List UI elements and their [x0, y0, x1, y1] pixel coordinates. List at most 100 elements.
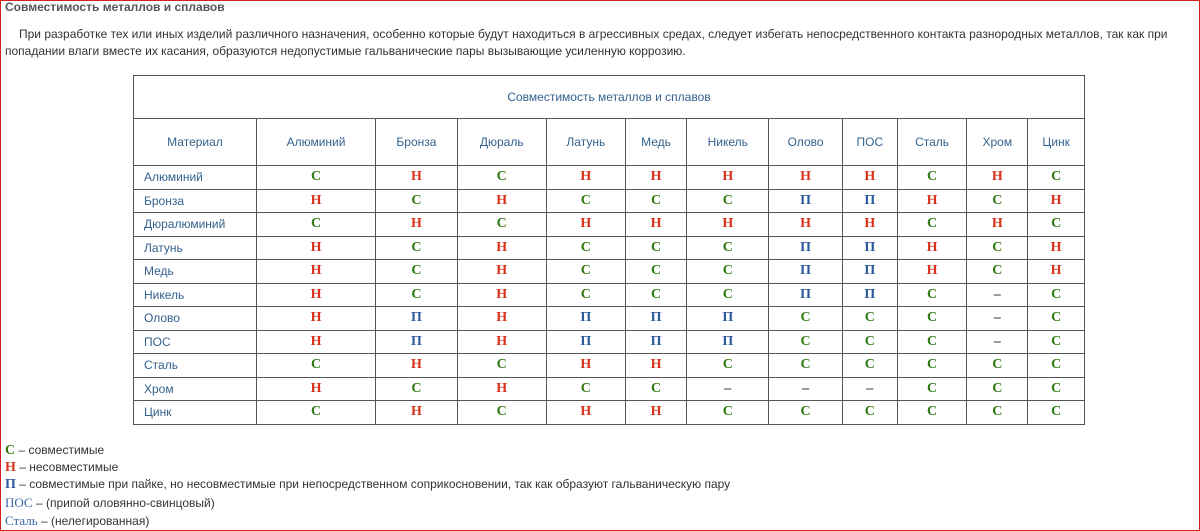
- cell: Н: [375, 212, 458, 237]
- column-header: ПОС: [841, 118, 898, 166]
- cell: Н: [255, 329, 377, 354]
- column-header: Никель: [686, 118, 770, 166]
- cell: С: [896, 165, 968, 190]
- legend: С – совместимые Н – несовместимые П – совм…: [5, 442, 730, 530]
- row-header: Латунь: [133, 235, 257, 260]
- cell: С: [545, 259, 626, 284]
- table-row: Бронза Н С Н С С С П П Н С Н: [133, 188, 1085, 213]
- cell: Н: [841, 212, 898, 237]
- cell: Н: [624, 353, 688, 378]
- cell: –: [966, 306, 1029, 331]
- cell: С: [1027, 165, 1085, 190]
- cell: Н: [841, 165, 898, 190]
- cell: Н: [1027, 188, 1085, 213]
- cell: С: [375, 188, 458, 213]
- cell: С: [375, 376, 458, 401]
- row-header: Медь: [133, 259, 257, 284]
- cell: С: [1027, 329, 1085, 354]
- column-header: Олово: [768, 118, 843, 166]
- cell: С: [966, 188, 1029, 213]
- cell: С: [545, 188, 626, 213]
- intro-line: При разработке тех или иных изделий разл…: [19, 27, 1168, 41]
- legend-item: ПОС – (припой оловянно-свинцовый): [5, 494, 730, 512]
- cell: Н: [686, 165, 770, 190]
- cell: С: [545, 282, 626, 307]
- page-title: Совместимость металлов и сплавов: [5, 0, 225, 14]
- legend-text: – (припой оловянно-свинцовый): [35, 495, 215, 510]
- cell: С: [1027, 306, 1085, 331]
- column-header: Латунь: [545, 118, 626, 166]
- cell: П: [768, 235, 843, 260]
- cell: С: [896, 212, 968, 237]
- cell: С: [456, 212, 547, 237]
- cell: С: [768, 353, 843, 378]
- cell: С: [1027, 376, 1085, 401]
- cell: Н: [456, 376, 547, 401]
- cell: С: [1027, 282, 1085, 307]
- cell: С: [841, 400, 898, 425]
- cell: С: [768, 306, 843, 331]
- intro: При разработке тех или иных изделий разл…: [5, 26, 1190, 60]
- legend-symbol: ПОС: [5, 494, 33, 510]
- table-row: Хром Н С Н С С – – – С С С: [133, 376, 1085, 401]
- legend-text: – совместимые: [18, 443, 105, 457]
- legend-symbol: Н: [5, 460, 16, 476]
- table-caption: Совместимость металлов и сплавов: [133, 75, 1085, 119]
- row-header: Никель: [133, 282, 257, 307]
- row-header: ПОС: [133, 329, 257, 354]
- cell: С: [966, 353, 1029, 378]
- cell: С: [375, 235, 458, 260]
- cell: С: [375, 259, 458, 284]
- legend-symbol: С: [5, 443, 16, 458]
- cell: С: [966, 259, 1029, 284]
- cell: Н: [624, 165, 688, 190]
- cell: С: [624, 188, 688, 213]
- cell: П: [375, 329, 458, 354]
- cell: Н: [686, 212, 770, 237]
- row-header: Дюралюминий: [133, 212, 257, 237]
- row-header: Бронза: [133, 188, 257, 213]
- legend-item: П – совместимые при пайке, но несовмести…: [5, 476, 730, 493]
- cell: –: [966, 282, 1029, 307]
- table-row: Никель Н С Н С С С П П С – С: [133, 282, 1085, 307]
- caption-row: Совместимость металлов и сплавов: [133, 75, 1085, 119]
- cell: С: [1027, 353, 1085, 378]
- header-row: Материал Алюминий Бронза Дюраль Латунь Медь Ни…: [133, 118, 1085, 166]
- cell: Н: [966, 165, 1029, 190]
- column-header: Бронза: [375, 118, 458, 166]
- legend-item: Сталь – (нелегированная): [5, 512, 730, 530]
- cell: С: [966, 400, 1029, 425]
- cell: С: [456, 353, 547, 378]
- legend-symbol: П: [5, 477, 16, 493]
- cell: С: [456, 165, 547, 190]
- column-header: Медь: [624, 118, 688, 166]
- cell: С: [456, 400, 547, 425]
- cell: С: [255, 212, 377, 237]
- cell: С: [545, 376, 626, 401]
- cell: П: [768, 259, 843, 284]
- legend-text: – совместимые при пайке, но несовместимы…: [19, 477, 731, 492]
- cell: С: [1027, 212, 1085, 237]
- cell: Н: [545, 212, 626, 237]
- cell: Н: [255, 259, 377, 284]
- cell: С: [255, 165, 377, 190]
- cell: П: [375, 306, 458, 331]
- cell: Н: [1027, 259, 1085, 284]
- legend-text: – несовместимые: [19, 460, 119, 475]
- cell: –: [966, 329, 1029, 354]
- table-row: ПОС Н П Н П П П С С С – С: [133, 329, 1085, 354]
- cell: П: [841, 282, 898, 307]
- cell: П: [545, 329, 626, 354]
- cell: –: [768, 376, 843, 401]
- cell: С: [686, 282, 770, 307]
- cell: С: [1027, 400, 1085, 425]
- column-header: Дюраль: [456, 118, 547, 166]
- cell: Н: [545, 400, 626, 425]
- cell: С: [624, 235, 688, 260]
- cell: Н: [375, 400, 458, 425]
- table-row: Алюминий С Н С Н Н Н Н Н С Н С: [133, 165, 1085, 190]
- cell: С: [841, 353, 898, 378]
- cell: С: [686, 235, 770, 260]
- cell: С: [841, 306, 898, 331]
